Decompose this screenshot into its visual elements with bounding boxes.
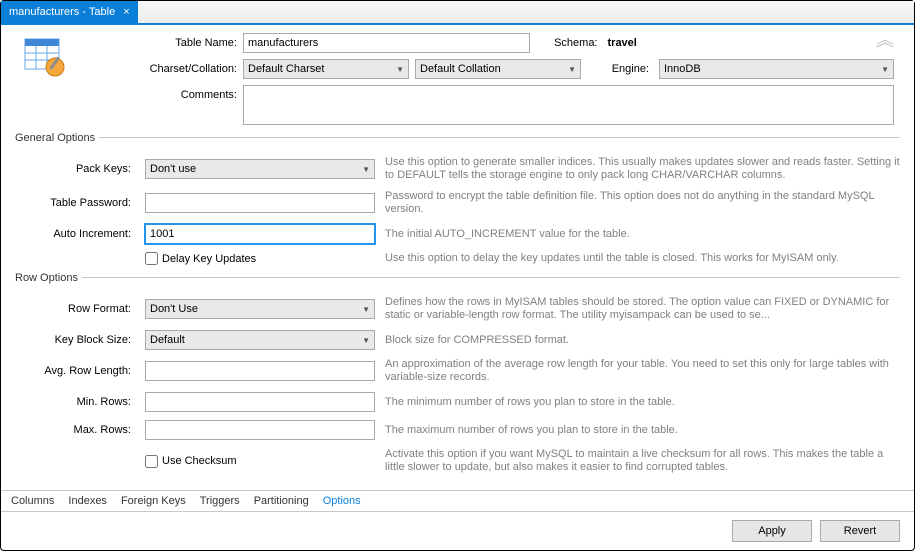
max-rows-help: The maximum number of rows you plan to s… [385,424,900,437]
table-designer-window: manufacturers - Table × Table Name: Sche… [0,0,915,551]
chevron-down-icon: ▼ [568,65,576,74]
use-checksum-help: Activate this option if you want MySQL t… [385,448,900,474]
max-rows-label: Max. Rows: [15,424,135,436]
min-rows-help: The minimum number of rows you plan to s… [385,396,900,409]
close-tab-icon[interactable]: × [123,6,129,18]
max-rows-input[interactable] [145,420,375,440]
schema-value: travel [608,37,895,49]
document-tab[interactable]: manufacturers - Table × [1,1,138,23]
delay-key-updates-checkbox[interactable] [145,252,158,265]
table-icon [21,33,69,81]
row-options-group: Row Options Row Format: Don't Use▼ Defin… [15,277,900,480]
table-name-input[interactable] [243,33,530,53]
revert-button[interactable]: Revert [820,520,900,542]
chevron-down-icon: ▼ [362,165,370,174]
tab-options[interactable]: Options [323,495,361,507]
delay-key-updates-help: Use this option to delay the key updates… [385,252,900,265]
pack-keys-label: Pack Keys: [15,163,135,175]
tab-triggers[interactable]: Triggers [200,495,240,507]
pack-keys-help: Use this option to generate smaller indi… [385,156,900,182]
min-rows-input[interactable] [145,392,375,412]
tab-indexes[interactable]: Indexes [68,495,107,507]
use-checksum-label: Use Checksum [162,455,237,467]
key-block-size-label: Key Block Size: [15,334,135,346]
avg-row-length-label: Avg. Row Length: [15,365,135,377]
collation-select[interactable]: Default Collation▼ [415,59,581,79]
key-block-size-select[interactable]: Default▼ [145,330,375,350]
apply-button[interactable]: Apply [732,520,812,542]
document-tab-bar: manufacturers - Table × [1,1,914,25]
charset-select[interactable]: Default Charset▼ [243,59,409,79]
options-scroll-area[interactable]: General Options Pack Keys: Don't use▼ Us… [1,131,914,490]
min-rows-label: Min. Rows: [15,396,135,408]
chevron-down-icon: ▼ [362,336,370,345]
charset-label: Charset/Collation: [87,63,237,75]
tab-columns[interactable]: Columns [11,495,54,507]
table-name-label: Table Name: [87,37,237,49]
chevron-down-icon: ▼ [396,65,404,74]
engine-select[interactable]: InnoDB▼ [659,59,894,79]
table-password-input[interactable] [145,193,375,213]
avg-row-length-help: An approximation of the average row leng… [385,358,900,384]
row-format-select[interactable]: Don't Use▼ [145,299,375,319]
comments-label: Comments: [87,85,237,101]
table-password-label: Table Password: [15,197,135,209]
use-checksum-checkbox[interactable] [145,455,158,468]
row-options-legend: Row Options [15,272,82,284]
chevron-down-icon: ▼ [881,65,889,74]
delay-key-updates-label: Delay Key Updates [162,253,256,265]
footer-bar: Apply Revert [1,511,914,550]
auto-increment-input[interactable] [145,224,375,244]
pack-keys-select[interactable]: Don't use▼ [145,159,375,179]
general-options-legend: General Options [15,132,99,144]
row-format-help: Defines how the rows in MyISAM tables sh… [385,296,900,322]
section-tab-bar: Columns Indexes Foreign Keys Triggers Pa… [1,490,914,511]
tab-partitioning[interactable]: Partitioning [254,495,309,507]
comments-textarea[interactable] [243,85,894,125]
auto-increment-help: The initial AUTO_INCREMENT value for the… [385,228,900,241]
chevron-down-icon: ▼ [362,305,370,314]
tab-foreign-keys[interactable]: Foreign Keys [121,495,186,507]
schema-label: Schema: [536,37,602,49]
avg-row-length-input[interactable] [145,361,375,381]
general-options-group: General Options Pack Keys: Don't use▼ Us… [15,137,900,271]
engine-label: Engine: [587,63,653,75]
document-tab-title: manufacturers - Table [9,6,115,18]
key-block-size-help: Block size for COMPRESSED format. [385,334,900,347]
table-password-help: Password to encrypt the table definition… [385,190,900,216]
collapse-toggle-icon[interactable]: ︽ [876,35,894,45]
header-panel: Table Name: Schema: travel Charset/Colla… [1,25,914,131]
row-format-label: Row Format: [15,303,135,315]
auto-increment-label: Auto Increment: [15,228,135,240]
